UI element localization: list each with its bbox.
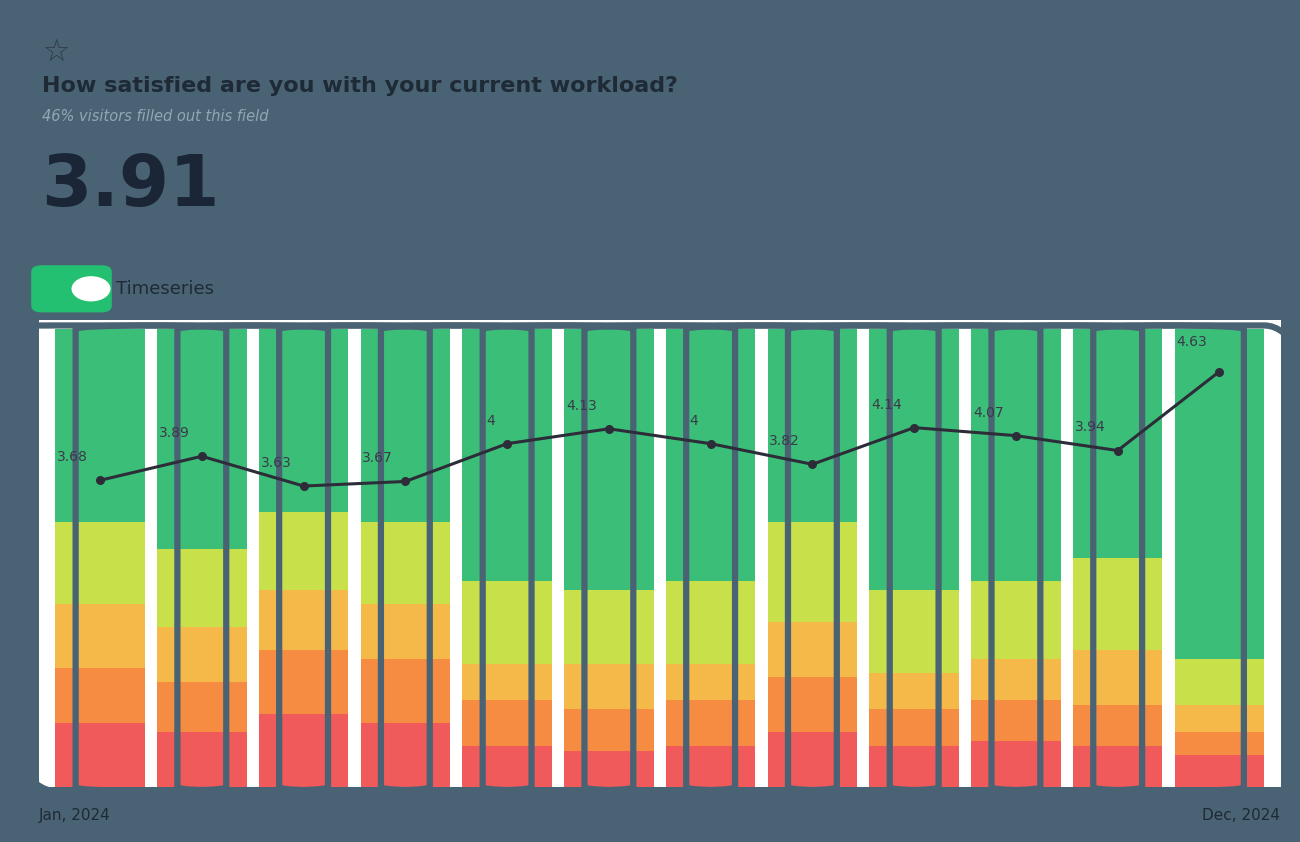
Bar bbox=[259, 590, 348, 650]
Bar bbox=[360, 521, 450, 604]
Bar bbox=[767, 329, 857, 521]
Circle shape bbox=[72, 276, 110, 301]
Bar bbox=[157, 733, 247, 787]
Bar bbox=[463, 701, 552, 746]
Bar bbox=[564, 590, 654, 663]
Text: 46% visitors filled out this field: 46% visitors filled out this field bbox=[42, 109, 268, 125]
Text: ☆: ☆ bbox=[42, 38, 69, 67]
Bar bbox=[870, 709, 959, 746]
Bar bbox=[870, 746, 959, 787]
Bar bbox=[463, 663, 552, 701]
Bar bbox=[1175, 329, 1264, 659]
Bar bbox=[971, 581, 1061, 659]
Bar bbox=[463, 329, 552, 581]
Bar bbox=[767, 622, 857, 677]
Bar bbox=[259, 513, 348, 590]
Text: Jan, 2024: Jan, 2024 bbox=[39, 808, 111, 823]
Bar bbox=[463, 581, 552, 663]
Bar bbox=[666, 701, 755, 746]
Bar bbox=[360, 659, 450, 723]
Bar bbox=[259, 329, 348, 513]
Bar bbox=[56, 604, 144, 669]
Bar bbox=[1175, 705, 1264, 733]
Bar bbox=[971, 659, 1061, 701]
Bar bbox=[564, 663, 654, 709]
Bar bbox=[259, 714, 348, 787]
Bar bbox=[1072, 650, 1162, 705]
Bar bbox=[360, 604, 450, 659]
Bar bbox=[1175, 755, 1264, 787]
Bar bbox=[666, 581, 755, 663]
Bar bbox=[1072, 329, 1162, 558]
Text: 3.89: 3.89 bbox=[159, 426, 190, 440]
Text: 4: 4 bbox=[486, 413, 495, 428]
Bar bbox=[1175, 659, 1264, 705]
FancyBboxPatch shape bbox=[31, 265, 112, 312]
Bar bbox=[971, 701, 1061, 742]
Bar bbox=[564, 750, 654, 787]
Bar bbox=[767, 677, 857, 733]
Bar bbox=[971, 742, 1061, 787]
Text: 3.94: 3.94 bbox=[1075, 420, 1105, 434]
Bar bbox=[971, 329, 1061, 581]
Text: How satisfied are you with your current workload?: How satisfied are you with your current … bbox=[42, 76, 677, 96]
Bar bbox=[870, 673, 959, 709]
Bar bbox=[1175, 733, 1264, 755]
Bar bbox=[666, 746, 755, 787]
Bar bbox=[157, 549, 247, 627]
Bar bbox=[564, 329, 654, 590]
Bar bbox=[1072, 705, 1162, 746]
Text: 3.82: 3.82 bbox=[770, 434, 801, 448]
Bar bbox=[157, 329, 247, 549]
Text: Dec, 2024: Dec, 2024 bbox=[1202, 808, 1280, 823]
Text: 3.67: 3.67 bbox=[363, 451, 393, 466]
Bar bbox=[1072, 746, 1162, 787]
Bar bbox=[157, 627, 247, 682]
Bar bbox=[360, 329, 450, 521]
Bar bbox=[767, 733, 857, 787]
Bar bbox=[463, 746, 552, 787]
Bar bbox=[1072, 558, 1162, 650]
Text: 3.63: 3.63 bbox=[260, 456, 291, 470]
Bar bbox=[157, 682, 247, 733]
Bar bbox=[767, 521, 857, 622]
Text: 3.68: 3.68 bbox=[57, 450, 88, 464]
Text: 3.91: 3.91 bbox=[42, 152, 220, 221]
Bar bbox=[56, 329, 144, 521]
Bar bbox=[56, 521, 144, 604]
Text: 4.14: 4.14 bbox=[871, 397, 902, 412]
Bar bbox=[564, 709, 654, 750]
Bar bbox=[666, 663, 755, 701]
Text: Timeseries: Timeseries bbox=[116, 280, 213, 298]
Bar bbox=[259, 650, 348, 714]
Bar bbox=[870, 329, 959, 590]
Bar bbox=[666, 329, 755, 581]
Text: 4.07: 4.07 bbox=[974, 406, 1004, 419]
Bar bbox=[56, 723, 144, 787]
Bar bbox=[870, 590, 959, 673]
Text: 4.63: 4.63 bbox=[1176, 334, 1208, 349]
Bar bbox=[360, 723, 450, 787]
Bar bbox=[56, 669, 144, 723]
Text: 4: 4 bbox=[690, 413, 698, 428]
Text: 4.13: 4.13 bbox=[566, 399, 597, 413]
